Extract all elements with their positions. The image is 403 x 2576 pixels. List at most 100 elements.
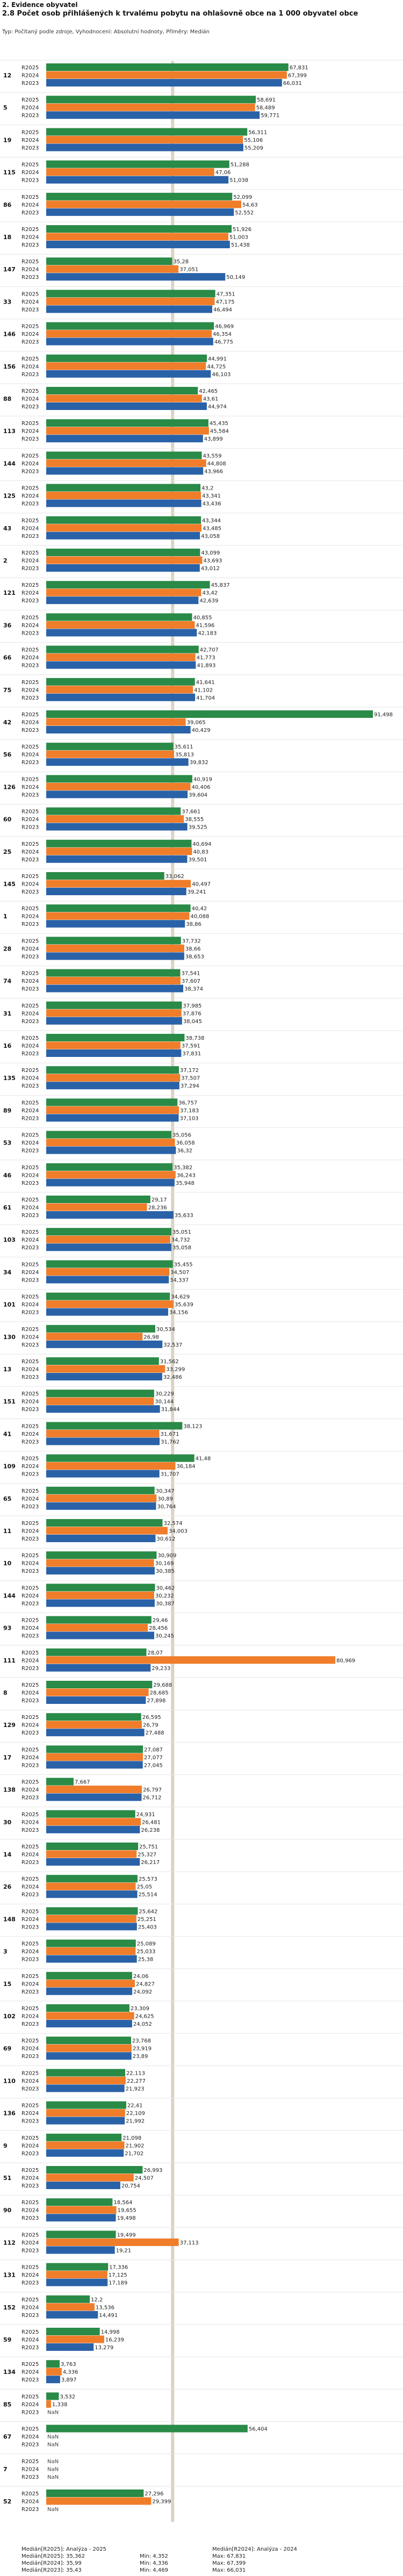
bar [46, 904, 191, 912]
bar [46, 1875, 138, 1883]
data-label: 23,309 [131, 2006, 149, 2012]
bar [46, 1761, 143, 1769]
no-data-label: NaN [47, 2459, 59, 2465]
data-label: 29,688 [153, 1682, 172, 1688]
category-label: 43 [3, 525, 11, 532]
category-label: 103 [3, 1236, 16, 1243]
data-label: 51,003 [229, 235, 248, 241]
series-label: R2023 [21, 2021, 39, 2027]
bar [46, 1486, 155, 1494]
bar [46, 1196, 150, 1203]
bar [46, 1843, 139, 1850]
data-label: 43,966 [204, 469, 223, 474]
bar [46, 912, 190, 920]
series-label: R2024 [21, 1334, 39, 1340]
series-label: R2024 [21, 1981, 39, 1987]
data-label: 37,607 [182, 978, 200, 984]
series-label: R2025 [21, 1585, 39, 1591]
bar [46, 1591, 154, 1599]
series-label: R2025 [21, 1423, 39, 1429]
bar [46, 2109, 125, 2117]
bar [46, 2303, 95, 2311]
data-label: 32,486 [163, 1375, 182, 1380]
bar [46, 556, 203, 564]
category-label: 33 [3, 298, 11, 305]
data-label: 35,948 [176, 1181, 195, 1186]
data-label: 35,056 [172, 1133, 191, 1139]
bar [46, 1422, 183, 1430]
bar [46, 257, 172, 265]
data-label: 40,088 [190, 914, 209, 920]
series-label: R2025 [21, 1068, 39, 1074]
series-label: R2024 [21, 946, 39, 952]
data-label: 28,456 [149, 1625, 168, 1631]
data-label: 17,189 [109, 2280, 127, 2286]
series-label: R2025 [21, 1133, 39, 1139]
bar [46, 451, 202, 459]
series-label: R2023 [21, 1019, 39, 1025]
data-label: 30,462 [156, 1585, 175, 1591]
series-label: R2023 [21, 1342, 39, 1348]
series-label: R2023 [21, 210, 39, 216]
bar [46, 1616, 152, 1624]
data-label: 22,113 [126, 2070, 145, 2076]
data-label: 38,66 [185, 946, 201, 952]
bar [46, 225, 232, 233]
data-label: 35,813 [175, 752, 194, 758]
series-label: R2023 [21, 469, 39, 474]
series-label: R2025 [21, 874, 39, 880]
bar [46, 1325, 155, 1333]
series-label: R2024 [21, 687, 39, 693]
category-label: 115 [3, 169, 16, 176]
series-label: R2023 [21, 598, 39, 604]
series-label: R2025 [21, 647, 39, 653]
data-label: 45,435 [210, 421, 228, 427]
data-label: 35,633 [175, 1213, 193, 1219]
series-label: R2025 [21, 2427, 39, 2433]
bar [46, 2271, 107, 2279]
series-label: R2024 [21, 2046, 39, 2052]
data-label: 46,103 [212, 372, 231, 378]
data-label: 32,537 [163, 1342, 182, 1348]
data-label: 19,655 [118, 2208, 136, 2214]
bar [46, 2497, 152, 2505]
data-label: 35,28 [173, 259, 189, 265]
footer-cell: Min: 4,469 [140, 2567, 168, 2573]
data-label: 50,149 [226, 275, 245, 280]
data-label: 80,969 [336, 1658, 355, 1664]
bar [46, 758, 189, 766]
bar [46, 1390, 154, 1398]
bar [46, 2004, 129, 2012]
data-label: 28,236 [148, 1205, 167, 1211]
bar [46, 2238, 179, 2246]
data-label: 25,38 [138, 1957, 154, 1963]
data-label: 51,288 [231, 162, 249, 168]
data-label: 30,909 [157, 1553, 176, 1559]
series-label: R2025 [21, 195, 39, 200]
data-label: 44,808 [207, 461, 226, 467]
data-label: 41,893 [197, 663, 215, 669]
bar [46, 1268, 170, 1276]
data-label: 47,351 [217, 291, 235, 297]
data-label: 25,642 [139, 1909, 157, 1915]
category-label: 7 [3, 2466, 8, 2473]
bar [46, 1034, 185, 1041]
data-label: 27,296 [145, 2491, 163, 2497]
data-label: 25,251 [138, 1917, 156, 1923]
series-label: R2025 [21, 1747, 39, 1753]
data-label: 47,175 [215, 299, 234, 305]
data-label: 30,385 [156, 1568, 175, 1574]
data-label: 31,562 [160, 1359, 179, 1365]
data-label: 42,707 [200, 647, 219, 653]
series-label: R2025 [21, 2297, 39, 2303]
data-label: 38,045 [183, 1019, 202, 1025]
series-label: R2025 [21, 1909, 39, 1915]
data-label: 24,092 [133, 1989, 152, 1995]
data-label: 52,099 [233, 195, 252, 200]
bar [46, 1825, 140, 1833]
series-label: R2024 [21, 461, 39, 467]
bar [46, 2328, 100, 2335]
bar [46, 823, 188, 831]
category-label: 18 [3, 234, 11, 241]
series-label: R2024 [21, 1917, 39, 1923]
